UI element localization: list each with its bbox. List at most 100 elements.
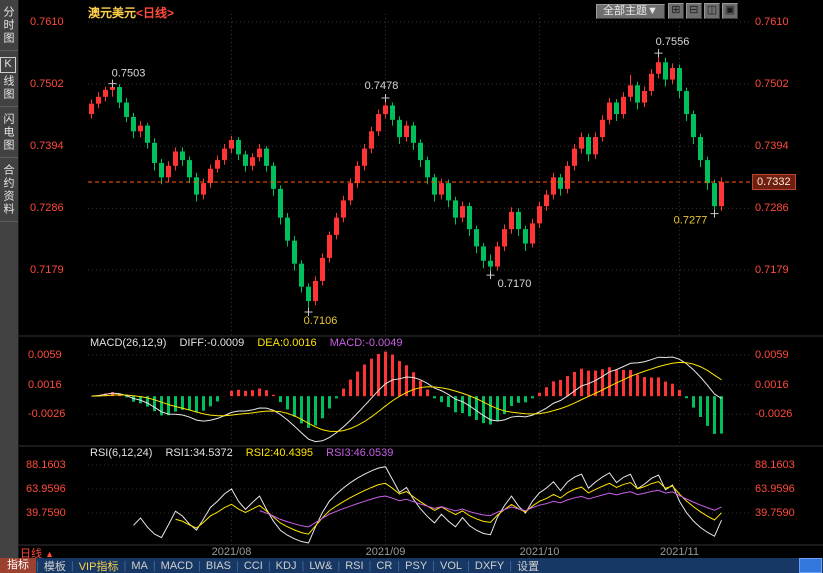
candle-body bbox=[194, 177, 199, 195]
candle-body bbox=[628, 85, 633, 97]
candle-body bbox=[327, 234, 332, 258]
candle-body bbox=[663, 62, 668, 80]
sidebar-tab-contract-info[interactable]: 合约资料 bbox=[0, 158, 18, 222]
tab-separator: | bbox=[198, 559, 201, 572]
candle-body bbox=[250, 157, 255, 166]
indicator-tab-7[interactable]: LW& bbox=[309, 559, 333, 572]
candle-body bbox=[96, 96, 101, 104]
x-axis-month-label: 2021/11 bbox=[660, 546, 699, 558]
indicator-tab-13[interactable]: 设置 bbox=[517, 560, 540, 573]
price-annotation: 0.7503 bbox=[112, 68, 146, 80]
candle-body bbox=[299, 263, 304, 287]
layout-max-icon[interactable]: ▣ bbox=[721, 3, 738, 19]
candle-body bbox=[362, 148, 367, 166]
candle-body bbox=[705, 160, 710, 184]
candle-body bbox=[467, 206, 472, 230]
candle-body bbox=[481, 246, 486, 261]
candle-body bbox=[334, 217, 339, 235]
indicator-tab-0[interactable]: 模板 bbox=[43, 560, 66, 573]
indicator-tab-bar: 指标 | 模板 | VIP指标 | MA | MACD | BIAS | CCI | KDJ | LW& | RS… bbox=[0, 558, 823, 573]
indicator-tab-9[interactable]: CR bbox=[376, 559, 393, 572]
indicator-tab-6[interactable]: KDJ bbox=[275, 559, 297, 572]
tab-separator: | bbox=[467, 559, 470, 572]
tab-separator: | bbox=[509, 559, 513, 572]
price-annotation: 0.7277 bbox=[674, 215, 708, 227]
candle-body bbox=[586, 137, 591, 155]
candle-body bbox=[488, 260, 493, 267]
candle-body bbox=[719, 181, 724, 207]
candle-body bbox=[642, 91, 647, 103]
macd-indicator-label: MACD(26,12,9) DIFF:-0.0009 DEA:0.0016 MA… bbox=[90, 337, 413, 349]
candle-body bbox=[502, 229, 507, 247]
candle-body bbox=[712, 183, 717, 207]
indicator-tab-8[interactable]: RSI bbox=[345, 559, 364, 572]
candle-body bbox=[215, 160, 220, 169]
scroll-corner-button[interactable] bbox=[799, 558, 822, 573]
rsi1-value: RSI1:34.5372 bbox=[165, 447, 233, 459]
indicator-tab-12[interactable]: DXFY bbox=[474, 559, 505, 572]
indicators-menu-tab[interactable]: 指标 bbox=[0, 558, 36, 573]
x-axis-month-label: 2021/10 bbox=[519, 546, 560, 558]
layout-vsplit-icon[interactable]: ◫ bbox=[703, 3, 720, 19]
candle-body bbox=[621, 96, 626, 115]
sidebar-tab-lightning-chart[interactable]: 闪电图 bbox=[0, 107, 18, 158]
kline-k-badge: K bbox=[0, 57, 16, 73]
layout-hsplit-icon[interactable]: ⊟ bbox=[685, 3, 702, 19]
candle-body bbox=[558, 177, 563, 189]
annotation-cross-icon bbox=[381, 93, 390, 102]
rsi2-value: RSI2:40.4395 bbox=[245, 447, 314, 459]
candle-body bbox=[544, 194, 549, 207]
indicator-tab-1[interactable]: VIP指标 bbox=[78, 560, 119, 573]
indicator-tab-4[interactable]: BIAS bbox=[205, 559, 231, 572]
candle-body bbox=[103, 89, 108, 97]
candle-body bbox=[131, 116, 136, 132]
theme-dropdown-button[interactable]: 全部主题▼ bbox=[596, 3, 665, 19]
candle-body bbox=[383, 105, 388, 115]
indicator-tab-5[interactable]: CCI bbox=[243, 559, 263, 572]
candle-body bbox=[404, 125, 409, 138]
candle-body bbox=[516, 211, 521, 230]
sidebar-tab-time-chart[interactable]: 分时图 bbox=[0, 0, 18, 51]
tab-separator: | bbox=[432, 559, 436, 572]
indicator-tab-2[interactable]: MA bbox=[131, 559, 148, 572]
candle-body bbox=[691, 114, 696, 138]
candle-body bbox=[677, 68, 682, 92]
tab-separator: | bbox=[36, 559, 39, 572]
rsi3-value: RSI3:46.0539 bbox=[326, 447, 394, 459]
candle-body bbox=[495, 246, 500, 267]
tab-separator: | bbox=[267, 559, 271, 572]
period-tab[interactable]: 日线 ▲ bbox=[20, 545, 54, 561]
sidebar-tab-kline-chart[interactable]: K 线图 bbox=[0, 51, 18, 107]
candle-body bbox=[89, 103, 94, 115]
annotation-cross-icon bbox=[486, 271, 495, 280]
rsi1-line bbox=[133, 466, 722, 544]
candle-body bbox=[180, 151, 185, 161]
candle-body bbox=[236, 139, 241, 155]
indicator-tabs-group: | 模板 | VIP指标 | MA | MACD | BIAS | CCI | KDJ | LW& | RSI | C… bbox=[36, 558, 544, 573]
layout-grid-icon[interactable]: ⊞ bbox=[667, 3, 684, 19]
macd-formula: MACD(26,12,9) bbox=[90, 337, 167, 349]
chart-title: 澳元美元<日线> bbox=[88, 4, 174, 21]
candle-body bbox=[313, 280, 318, 302]
x-axis-month-label: 2021/08 bbox=[211, 546, 252, 558]
price-annotation: 0.7478 bbox=[365, 80, 399, 92]
macd-diff-value: DIFF:-0.0009 bbox=[179, 337, 245, 349]
indicator-tab-10[interactable]: PSY bbox=[405, 559, 428, 572]
candle-body bbox=[509, 211, 514, 230]
indicator-tab-3[interactable]: MACD bbox=[160, 559, 194, 572]
candle-body bbox=[208, 168, 213, 184]
annotation-cross-icon bbox=[304, 308, 313, 317]
candle-body bbox=[159, 162, 164, 178]
candle-body bbox=[530, 223, 535, 244]
annotation-cross-icon bbox=[108, 79, 117, 88]
macd-bar-value: MACD:-0.0049 bbox=[329, 337, 403, 349]
annotation-cross-icon bbox=[654, 49, 663, 58]
indicator-tab-11[interactable]: VOL bbox=[440, 559, 463, 572]
candle-body bbox=[656, 62, 661, 74]
date-axis-row: 日线 ▲ 2021/08 2021/09 2021/10 2021/11 bbox=[0, 545, 823, 561]
rsi-pane bbox=[88, 452, 752, 545]
candle-body bbox=[600, 119, 605, 138]
x-axis-month-label: 2021/09 bbox=[365, 546, 406, 558]
